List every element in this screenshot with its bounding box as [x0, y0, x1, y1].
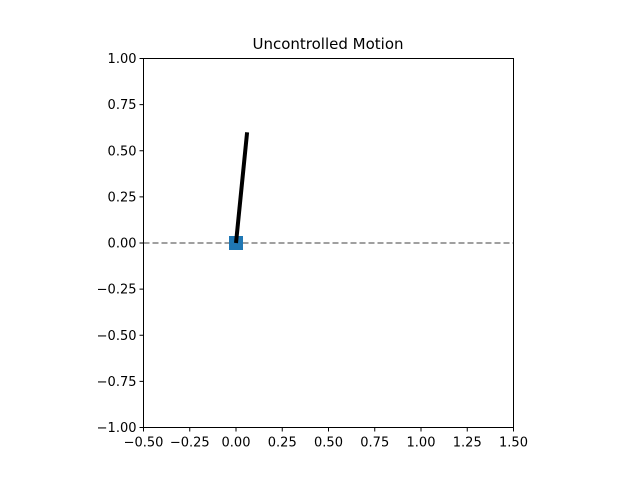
x-tick-label: 0.00 [222, 436, 251, 451]
x-tick-label: 0.25 [268, 436, 297, 451]
x-tick-label: 1.50 [499, 436, 528, 451]
plot-area [143, 132, 514, 250]
y-tick-label: 0.25 [108, 190, 137, 205]
axis-ticks: −0.50 −0.25 0.00 0.25 0.50 0.75 1.00 1.25 1.50 −1… [97, 52, 528, 451]
y-tick-label: 0.00 [108, 237, 137, 252]
x-tick-label: −0.25 [170, 436, 210, 451]
y-tick-label: −0.75 [97, 375, 137, 390]
y-tick-label: 0.75 [108, 98, 137, 113]
y-tick-label: −0.50 [97, 329, 137, 344]
x-tick-label: 0.75 [360, 436, 389, 451]
x-tick-label: 0.50 [314, 436, 343, 451]
y-tick-label: −0.25 [97, 283, 137, 298]
x-tick-label: 1.25 [453, 436, 482, 451]
x-tick-label: −0.50 [124, 436, 164, 451]
pendulum-rod-line [234, 132, 250, 244]
x-tick-label: 1.00 [407, 436, 436, 451]
chart-title: Uncontrolled Motion [252, 35, 403, 53]
y-tick-label: −1.00 [97, 421, 137, 436]
y-tick-label: 1.00 [108, 52, 137, 67]
y-tick-label: 0.50 [108, 144, 137, 159]
